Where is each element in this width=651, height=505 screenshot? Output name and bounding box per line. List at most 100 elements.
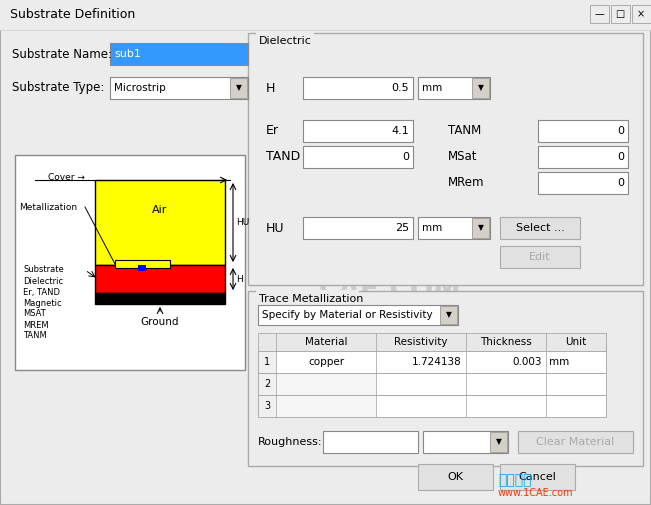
Bar (258, 373, 276, 395)
Bar (376, 351, 466, 373)
Bar (500, 246, 580, 268)
Bar (115, 260, 170, 268)
Text: H: H (236, 275, 243, 283)
Bar (110, 43, 248, 65)
Text: Trace Metallization: Trace Metallization (259, 294, 363, 304)
Bar (472, 78, 489, 98)
Bar (466, 373, 546, 395)
Bar (230, 78, 247, 98)
Text: copper: copper (308, 357, 344, 367)
Text: 25: 25 (395, 223, 409, 233)
Text: mm: mm (422, 223, 442, 233)
Text: 0.003: 0.003 (512, 357, 542, 367)
Text: MREM: MREM (23, 321, 49, 329)
Bar (611, 5, 630, 23)
Text: □: □ (615, 9, 624, 19)
Text: Select ...: Select ... (516, 223, 564, 233)
Bar (538, 172, 628, 194)
Bar (276, 351, 376, 373)
Text: 4.1: 4.1 (391, 126, 409, 136)
Text: Substrate Type:: Substrate Type: (12, 81, 104, 94)
Text: TANM: TANM (23, 331, 47, 340)
Bar (0, 0, 651, 30)
Bar (303, 120, 413, 142)
Text: TAND: TAND (266, 150, 300, 164)
Text: H: H (266, 81, 275, 94)
Bar (418, 217, 490, 239)
Text: Microstrip: Microstrip (114, 83, 166, 93)
Text: 0.5: 0.5 (391, 83, 409, 93)
Text: ▼: ▼ (478, 224, 484, 232)
Bar (138, 265, 146, 271)
Bar (472, 218, 489, 238)
Bar (303, 146, 413, 168)
Text: 0: 0 (617, 126, 624, 136)
Text: Roughness:: Roughness: (258, 437, 322, 447)
Text: Metallization: Metallization (19, 203, 77, 212)
Text: 2: 2 (264, 379, 270, 389)
Bar (258, 351, 606, 373)
Bar (276, 373, 376, 395)
Text: 仿真在线: 仿真在线 (498, 473, 531, 487)
Bar (418, 464, 493, 490)
Bar (466, 351, 546, 373)
Bar (258, 395, 606, 417)
Text: ▼: ▼ (236, 83, 242, 92)
Text: CAE.COM: CAE.COM (318, 276, 462, 304)
Text: ▼: ▼ (478, 83, 484, 92)
Text: Er: Er (266, 125, 279, 137)
Text: ▼: ▼ (446, 311, 452, 320)
Bar (258, 373, 606, 395)
Text: HU: HU (266, 222, 284, 234)
Bar (500, 217, 580, 239)
Bar (466, 395, 546, 417)
Bar (490, 432, 507, 452)
Text: Substrate Definition: Substrate Definition (10, 9, 135, 22)
Text: Cover →: Cover → (48, 173, 85, 181)
Bar (258, 333, 606, 351)
Text: Ground: Ground (141, 317, 179, 327)
Text: www.1CAE.com: www.1CAE.com (498, 488, 574, 498)
Bar (256, 290, 359, 298)
Text: HU: HU (236, 218, 249, 227)
Bar (95, 265, 225, 293)
Text: 0: 0 (617, 152, 624, 162)
Bar (500, 464, 575, 490)
Text: Dielectric: Dielectric (23, 277, 63, 285)
Text: Unit: Unit (565, 337, 587, 347)
Text: ×: × (637, 9, 645, 19)
Text: 0: 0 (617, 178, 624, 188)
Bar (303, 217, 413, 239)
Text: CAE.COM: CAE.COM (306, 298, 434, 322)
Bar (15, 155, 245, 370)
Text: Magnetic: Magnetic (23, 298, 62, 308)
Bar (546, 373, 606, 395)
Text: MSAT: MSAT (23, 310, 46, 319)
Bar (95, 180, 225, 265)
Text: 1.724138: 1.724138 (412, 357, 462, 367)
Bar (256, 32, 314, 40)
Text: Substrate: Substrate (23, 266, 64, 275)
Text: —: — (594, 9, 604, 19)
Text: 3: 3 (264, 401, 270, 411)
Bar (376, 395, 466, 417)
Text: MRem: MRem (448, 177, 484, 189)
Bar (376, 373, 466, 395)
Text: Er, TAND: Er, TAND (23, 287, 60, 296)
Bar (276, 395, 376, 417)
Bar (248, 33, 643, 285)
Bar (303, 77, 413, 99)
Text: 1: 1 (264, 357, 270, 367)
Text: Cancel: Cancel (519, 472, 557, 482)
Bar (248, 291, 643, 466)
Bar (323, 431, 418, 453)
Text: ▼: ▼ (496, 437, 502, 446)
Text: mm: mm (549, 357, 569, 367)
Bar (110, 77, 248, 99)
Bar (546, 351, 606, 373)
Text: mm: mm (422, 83, 442, 93)
Bar (590, 5, 609, 23)
Text: Air: Air (152, 205, 168, 215)
Bar (440, 306, 457, 324)
Text: Material: Material (305, 337, 347, 347)
